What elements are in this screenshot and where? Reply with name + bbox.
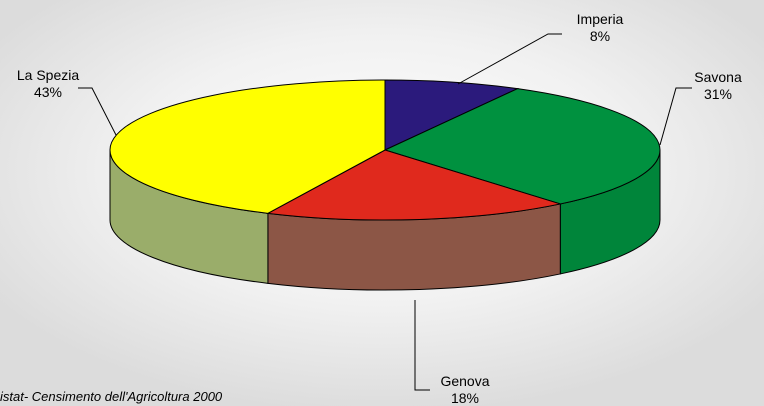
pie-sides — [109, 149, 661, 291]
pie-slice — [383, 88, 661, 205]
label-name: Genova — [440, 373, 489, 389]
label-name: La Spezia — [17, 67, 79, 83]
pie-slice — [384, 79, 520, 151]
label-name: Savona — [694, 69, 742, 85]
pie-tops — [109, 79, 661, 221]
leader-line — [457, 33, 562, 85]
label-value: 31% — [704, 86, 732, 102]
leader-line — [414, 300, 430, 391]
pie-slice — [266, 149, 563, 221]
leader-line — [659, 87, 692, 146]
pie-slice — [109, 79, 386, 214]
label-value: 43% — [34, 84, 62, 100]
leader-lines — [78, 33, 692, 391]
label-value: 18% — [451, 390, 479, 406]
source-note: istat- Censimento dell'Agricoltura 2000 — [0, 389, 223, 404]
label-value: 8% — [590, 28, 610, 44]
leader-line — [78, 87, 117, 136]
label-name: Imperia — [577, 11, 624, 27]
